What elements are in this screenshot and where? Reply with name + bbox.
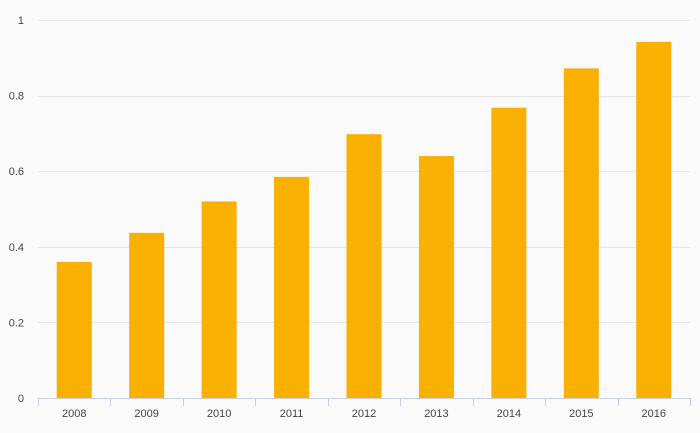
x-axis bbox=[38, 398, 691, 406]
y-tick-label: 0.4 bbox=[9, 242, 24, 254]
x-axis-tick-labels: 2008 2009 2010 2011 2012 2013 2014 2015 2016 bbox=[62, 408, 666, 420]
bar-2008 bbox=[56, 261, 92, 398]
bar-2014 bbox=[491, 107, 527, 399]
x-tick-label: 2014 bbox=[497, 408, 521, 420]
bar-2011 bbox=[274, 176, 310, 398]
bar-2013 bbox=[418, 156, 454, 398]
bar-2009 bbox=[129, 232, 165, 398]
bar-2016 bbox=[636, 41, 672, 398]
bar-2015 bbox=[563, 68, 599, 398]
x-tick-label: 2010 bbox=[207, 408, 231, 420]
x-tick-label: 2011 bbox=[280, 408, 304, 420]
x-tick-label: 2008 bbox=[62, 408, 86, 420]
x-tick-label: 2012 bbox=[352, 408, 376, 420]
y-tick-label: 0.6 bbox=[9, 166, 24, 178]
y-tick-label: 0.2 bbox=[9, 317, 24, 329]
y-axis-tick-labels: 0 0.2 0.4 0.6 0.8 1 bbox=[9, 15, 24, 405]
bar-2012 bbox=[346, 134, 382, 398]
x-tick-label: 2009 bbox=[134, 408, 158, 420]
y-tick-label: 1 bbox=[18, 15, 24, 27]
bars bbox=[56, 41, 672, 399]
y-tick-label: 0.8 bbox=[9, 91, 24, 103]
bar-2010 bbox=[201, 201, 237, 398]
x-tick-label: 2016 bbox=[642, 408, 666, 420]
y-tick-label: 0 bbox=[18, 393, 24, 405]
x-tick-label: 2015 bbox=[569, 408, 593, 420]
x-tick-label: 2013 bbox=[424, 408, 448, 420]
